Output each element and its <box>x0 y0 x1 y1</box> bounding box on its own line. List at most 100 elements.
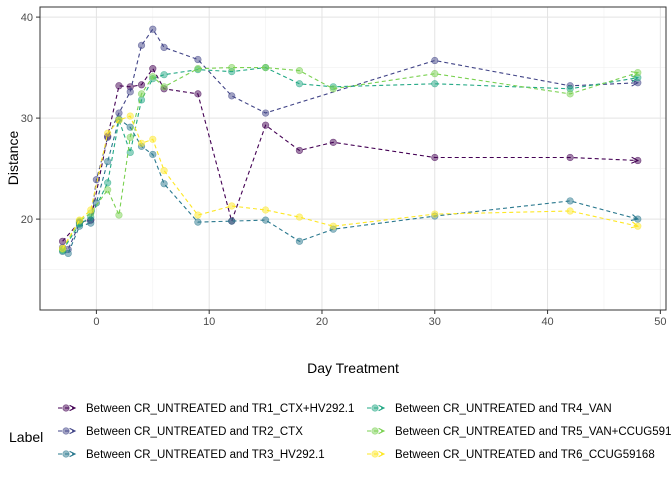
data-point <box>566 197 574 205</box>
legend-label: Between CR_UNTREATED and TR2_CTX <box>86 426 303 438</box>
legend-label: Between CR_UNTREATED and TR5_VAN+CCUG591… <box>395 426 672 438</box>
data-point <box>58 237 67 245</box>
legend: Between CR_UNTREATED and TR1_CTX+HV292.1… <box>58 403 672 461</box>
data-point <box>160 71 168 79</box>
series-arrowhead <box>378 450 386 458</box>
data-point <box>295 67 304 75</box>
data-point <box>104 186 112 194</box>
legend-item: Between CR_UNTREATED and TR6_CCUG59168 <box>367 449 655 461</box>
data-point <box>104 129 112 137</box>
data-point <box>431 80 439 88</box>
data-point <box>137 90 146 98</box>
x-tick-label: 40 <box>541 316 553 328</box>
data-point <box>87 206 95 214</box>
data-point <box>160 180 168 188</box>
data-point <box>87 219 95 227</box>
y-tick-label: 20 <box>21 214 33 226</box>
data-point <box>137 139 146 147</box>
data-point <box>566 153 574 162</box>
data-point <box>104 179 112 187</box>
data-point <box>295 80 304 88</box>
legend-key-point <box>371 450 379 458</box>
data-point <box>228 92 236 100</box>
legend-key-point <box>62 404 70 412</box>
legend-key-point <box>62 450 70 458</box>
data-point <box>137 41 146 49</box>
series-arrowhead <box>378 404 386 412</box>
data-point <box>149 135 157 143</box>
y-axis-title: Distance <box>5 131 21 186</box>
data-point <box>261 63 270 72</box>
data-point <box>194 55 202 64</box>
data-point <box>431 210 439 218</box>
data-point <box>194 90 202 98</box>
legend-label: Between CR_UNTREATED and TR1_CTX+HV292.1 <box>86 403 354 415</box>
data-point <box>194 218 202 226</box>
data-point <box>261 109 270 117</box>
data-point <box>115 82 123 90</box>
data-point <box>160 43 168 52</box>
data-point <box>149 73 157 81</box>
data-point <box>115 211 123 219</box>
plot-panel <box>40 7 666 310</box>
legend-label: Between CR_UNTREATED and TR4_VAN <box>395 403 612 415</box>
x-tick-label: 10 <box>203 316 215 328</box>
axis-ticks: 0 10 20 30 40 50 20 30 40 <box>21 12 667 328</box>
data-point <box>126 88 134 96</box>
data-point <box>228 202 236 210</box>
series-arrowhead <box>69 450 77 458</box>
data-point <box>329 85 337 93</box>
data-point <box>115 116 123 124</box>
data-point <box>431 70 439 78</box>
data-point <box>566 207 574 215</box>
data-point <box>194 65 202 73</box>
data-point <box>634 156 642 165</box>
series-layer <box>58 25 642 258</box>
data-point <box>431 56 439 65</box>
x-tick-label: 0 <box>93 316 99 328</box>
legend-key-point <box>371 404 379 412</box>
data-point <box>64 249 72 258</box>
data-point <box>261 216 270 224</box>
data-point <box>160 83 168 91</box>
data-point <box>295 213 304 221</box>
x-tick-label: 20 <box>316 316 328 328</box>
x-axis-title: Day Treatment <box>307 360 399 376</box>
data-point <box>295 146 304 155</box>
legend-key-point <box>371 427 379 435</box>
data-point <box>194 211 202 219</box>
series-arrowhead <box>69 427 77 435</box>
legend-item: Between CR_UNTREATED and TR5_VAN+CCUG591… <box>367 426 672 438</box>
x-tick-label: 50 <box>654 316 666 328</box>
series-line <box>62 115 638 249</box>
legend-title: Label <box>9 429 43 445</box>
series-arrowhead <box>378 427 386 435</box>
series-line <box>62 67 638 251</box>
legend-item: Between CR_UNTREATED and TR2_CTX <box>58 426 303 438</box>
y-tick-label: 40 <box>21 12 33 24</box>
data-point <box>149 65 157 73</box>
data-point <box>104 157 112 166</box>
data-point <box>329 138 337 146</box>
data-point <box>329 222 337 230</box>
x-tick-label: 30 <box>429 316 441 328</box>
plot-border <box>39 6 667 311</box>
legend-label: Between CR_UNTREATED and TR3_HV292.1 <box>86 449 325 461</box>
legend-item: Between CR_UNTREATED and TR4_VAN <box>367 403 612 415</box>
grid-lines <box>40 7 666 310</box>
data-point <box>634 215 642 223</box>
data-point <box>634 69 642 77</box>
series-arrowhead <box>69 404 77 412</box>
data-point <box>228 63 236 72</box>
data-point <box>75 216 84 224</box>
legend-item: Between CR_UNTREATED and TR3_HV292.1 <box>58 449 325 461</box>
legend-label: Between CR_UNTREATED and TR6_CCUG59168 <box>395 449 655 461</box>
series-6 <box>58 112 642 252</box>
data-point <box>566 90 574 98</box>
data-point <box>115 109 123 117</box>
data-point <box>149 150 157 159</box>
series-line <box>62 28 638 251</box>
data-point <box>261 206 270 214</box>
legend-item: Between CR_UNTREATED and TR1_CTX+HV292.1 <box>58 403 354 415</box>
